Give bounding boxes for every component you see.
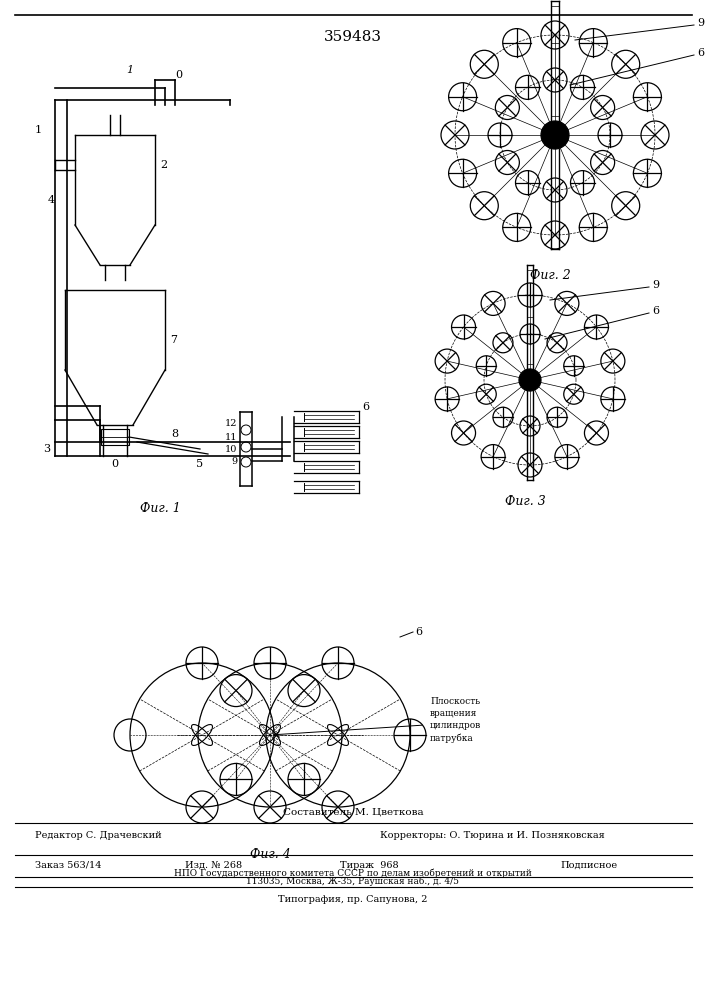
Text: 1: 1 xyxy=(127,65,134,75)
Text: Составитель М. Цветкова: Составитель М. Цветкова xyxy=(283,808,423,816)
Text: Подписное: Подписное xyxy=(560,860,617,869)
Text: 6: 6 xyxy=(652,306,659,316)
Text: 1: 1 xyxy=(35,125,42,135)
Text: 3: 3 xyxy=(43,444,50,454)
Text: 12: 12 xyxy=(225,420,237,428)
Text: Плоскость
вращения
цилиндров
патрубка: Плоскость вращения цилиндров патрубка xyxy=(430,697,481,743)
Text: 5: 5 xyxy=(197,459,204,469)
Text: Заказ 563/14: Заказ 563/14 xyxy=(35,860,102,869)
Text: 10: 10 xyxy=(225,446,237,454)
Text: 9: 9 xyxy=(231,458,237,466)
Text: 11: 11 xyxy=(225,432,237,442)
Text: 4: 4 xyxy=(48,195,55,205)
Text: Фиг. 2: Фиг. 2 xyxy=(530,269,571,282)
Text: 7: 7 xyxy=(170,335,177,345)
Text: 0: 0 xyxy=(112,459,119,469)
Bar xyxy=(101,429,129,445)
Text: НПО Государственного комитета СССР по делам изобретений и открытий: НПО Государственного комитета СССР по де… xyxy=(174,868,532,878)
Text: 2: 2 xyxy=(160,160,167,170)
Text: 0: 0 xyxy=(175,70,182,80)
Text: 9: 9 xyxy=(697,18,704,28)
Text: Фиг. 3: Фиг. 3 xyxy=(505,495,545,508)
Text: 6: 6 xyxy=(697,48,704,58)
Text: Изд. № 268: Изд. № 268 xyxy=(185,860,242,869)
Circle shape xyxy=(519,369,541,391)
Text: 6: 6 xyxy=(362,402,369,412)
Text: Тираж  968: Тираж 968 xyxy=(340,860,399,869)
Text: Фиг. 1: Фиг. 1 xyxy=(139,502,180,515)
Text: Корректоры: О. Тюрина и И. Позняковская: Корректоры: О. Тюрина и И. Позняковская xyxy=(380,830,604,840)
Circle shape xyxy=(541,121,569,149)
Text: 113035, Москва, Ж-35, Раушская наб., д. 4/5: 113035, Москва, Ж-35, Раушская наб., д. … xyxy=(247,876,460,886)
Text: 6: 6 xyxy=(415,627,422,637)
Text: Редактор С. Драчевский: Редактор С. Драчевский xyxy=(35,830,162,840)
Text: 359483: 359483 xyxy=(324,30,382,44)
Text: Типография, пр. Сапунова, 2: Типография, пр. Сапунова, 2 xyxy=(279,894,428,904)
Text: 8: 8 xyxy=(171,429,179,439)
Text: 9: 9 xyxy=(652,280,659,290)
Text: Фиг. 4: Фиг. 4 xyxy=(250,848,291,861)
